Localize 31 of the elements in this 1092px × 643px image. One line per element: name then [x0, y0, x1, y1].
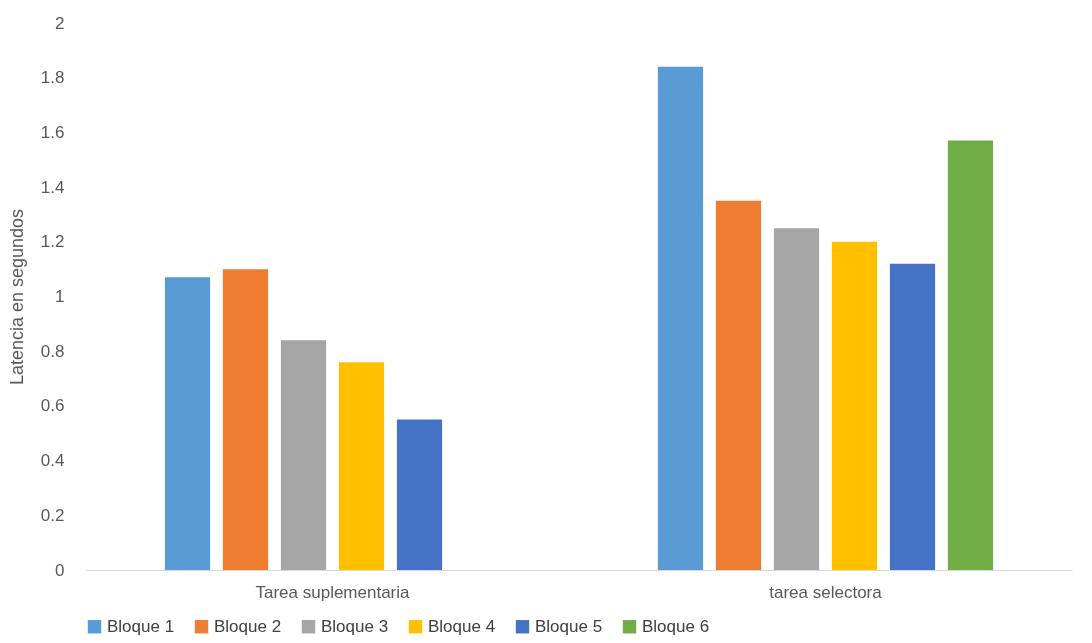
y-tick-label: 0	[55, 560, 65, 580]
y-tick-label: 1	[55, 287, 65, 306]
y-tick-label: 1.6	[40, 122, 65, 142]
bar	[338, 362, 385, 570]
x-tick-label: Tarea suplementaria	[255, 582, 411, 602]
bar	[947, 140, 994, 570]
bar	[657, 66, 704, 570]
y-tick-label: 0.8	[40, 341, 65, 361]
bar	[222, 269, 269, 570]
bar	[396, 419, 443, 570]
bar	[280, 340, 327, 570]
y-axis-title: Latencia en segundos	[6, 208, 27, 386]
y-tick-label: 1.4	[40, 177, 65, 197]
y-tick-label: 0.4	[40, 451, 65, 471]
bar	[831, 241, 878, 570]
legend-label: Bloque 6	[642, 616, 710, 636]
legend-label: Bloque 4	[428, 616, 496, 636]
y-tick-label: 0.2	[40, 505, 65, 525]
legend-label: Bloque 5	[535, 616, 603, 636]
y-tick-label: 2	[55, 13, 65, 33]
legend-label: Bloque 2	[214, 616, 282, 636]
legend-label: Bloque 1	[107, 616, 175, 636]
bar	[773, 228, 820, 570]
y-tick-label: 0.6	[40, 396, 65, 416]
x-tick-label: tarea selectora	[769, 582, 883, 602]
bar	[889, 263, 936, 570]
bar	[715, 200, 762, 570]
y-tick-label: 1.8	[40, 68, 65, 88]
bar	[164, 277, 211, 570]
legend-label: Bloque 3	[321, 616, 389, 636]
y-tick-label: 1.2	[40, 232, 65, 252]
